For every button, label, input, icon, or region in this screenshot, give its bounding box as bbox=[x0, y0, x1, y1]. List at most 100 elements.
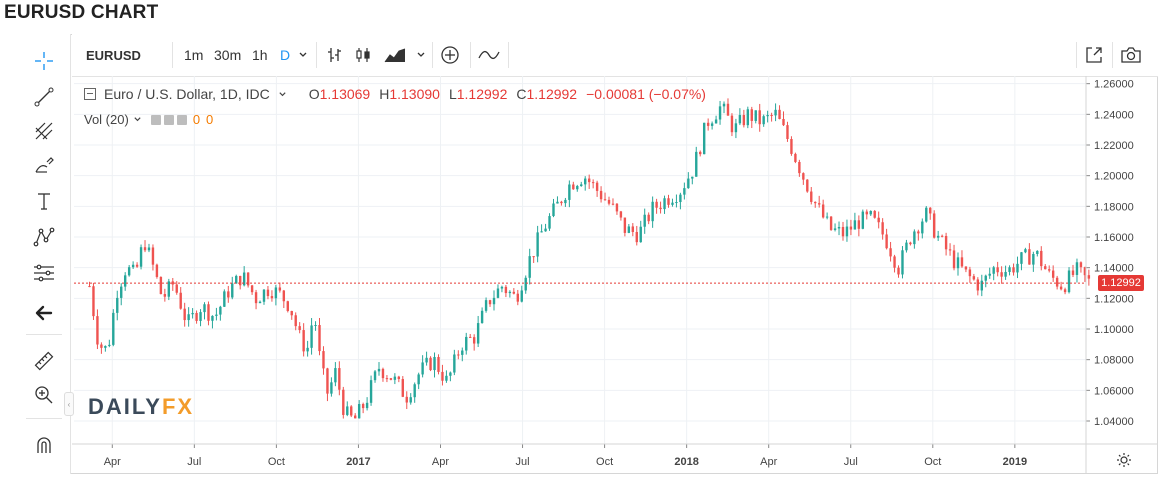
interval-30m[interactable]: 30m bbox=[214, 47, 242, 63]
candle bbox=[504, 284, 508, 298]
candle bbox=[817, 195, 821, 208]
candle bbox=[996, 261, 999, 277]
candle bbox=[465, 332, 468, 355]
pattern-icon[interactable] bbox=[26, 222, 62, 252]
chevron-down-icon[interactable] bbox=[133, 112, 142, 127]
toolbar-divider bbox=[432, 42, 433, 68]
chart-area[interactable]: Apr Jul Oct 2017 Apr Jul Oct 2018 Apr Jul Oct 2019 1… bbox=[72, 76, 1158, 474]
y-tick-label: 1.12000 bbox=[1094, 293, 1134, 305]
candle bbox=[461, 347, 464, 362]
trend-line-icon[interactable] bbox=[26, 82, 62, 112]
remove-mini-icon[interactable] bbox=[176, 114, 187, 125]
y-tick-label: 1.20000 bbox=[1094, 171, 1134, 183]
fib-icon[interactable] bbox=[26, 258, 62, 288]
candle bbox=[417, 372, 420, 390]
candle bbox=[988, 267, 991, 279]
candle bbox=[1008, 265, 1011, 276]
compare-icon[interactable] bbox=[478, 34, 500, 76]
interval-1m[interactable]: 1m bbox=[184, 47, 204, 63]
candle bbox=[155, 263, 159, 279]
candle bbox=[472, 334, 476, 351]
chevron-down-icon[interactable] bbox=[278, 86, 287, 102]
candle bbox=[1028, 243, 1031, 265]
dropdown-chevron-icon[interactable] bbox=[298, 34, 308, 76]
candle bbox=[361, 402, 365, 414]
candle bbox=[873, 209, 876, 219]
ruler-icon[interactable] bbox=[26, 346, 62, 376]
candle bbox=[909, 241, 912, 246]
candle bbox=[861, 209, 865, 230]
toolbar-divider bbox=[172, 42, 173, 68]
candle bbox=[211, 315, 214, 329]
candle bbox=[1040, 246, 1043, 271]
area-chart-icon[interactable] bbox=[384, 34, 406, 76]
legend-collapse-icon[interactable] bbox=[84, 88, 96, 100]
collapse-toolbar-handle[interactable]: ‹ bbox=[64, 392, 74, 416]
interval-d[interactable]: D bbox=[280, 47, 291, 63]
candle bbox=[104, 345, 107, 352]
pitchfork-icon[interactable] bbox=[26, 116, 62, 146]
x-tick-label: Oct bbox=[924, 456, 941, 468]
brush-icon[interactable] bbox=[26, 150, 62, 180]
candle bbox=[742, 109, 746, 128]
text-icon[interactable] bbox=[26, 186, 62, 216]
candle bbox=[500, 285, 504, 293]
candle bbox=[936, 230, 940, 241]
candle bbox=[647, 212, 650, 225]
candle bbox=[187, 307, 190, 327]
candle bbox=[631, 223, 635, 237]
candle bbox=[139, 244, 143, 270]
bar-chart-icon[interactable] bbox=[326, 34, 344, 76]
candle bbox=[262, 289, 266, 305]
candle bbox=[619, 210, 623, 221]
symbol-label[interactable]: EURUSD bbox=[86, 47, 141, 63]
candle bbox=[790, 136, 793, 156]
candle bbox=[548, 213, 551, 231]
candle bbox=[1020, 251, 1023, 271]
crosshair-icon[interactable] bbox=[26, 46, 62, 76]
candle bbox=[381, 367, 385, 382]
candle bbox=[433, 352, 436, 378]
legend-open: 1.13069 bbox=[319, 86, 371, 102]
add-indicator-icon[interactable] bbox=[440, 34, 460, 76]
back-arrow-icon[interactable] bbox=[26, 298, 62, 328]
candle bbox=[365, 397, 369, 411]
candle bbox=[794, 152, 797, 164]
candle bbox=[885, 228, 888, 250]
candle bbox=[810, 187, 813, 205]
y-tick-label: 1.10000 bbox=[1094, 324, 1134, 336]
candle bbox=[96, 309, 99, 350]
candle bbox=[175, 281, 178, 295]
gear-icon[interactable] bbox=[1114, 450, 1134, 470]
candle bbox=[306, 340, 309, 357]
y-tick-label: 1.26000 bbox=[1094, 79, 1134, 91]
popout-icon[interactable] bbox=[1084, 34, 1104, 76]
candle bbox=[413, 382, 416, 403]
candle bbox=[238, 275, 242, 290]
candle bbox=[512, 288, 516, 295]
candle bbox=[992, 265, 995, 281]
candle bbox=[127, 265, 131, 277]
candlestick-icon[interactable] bbox=[354, 34, 372, 76]
magnet-icon[interactable] bbox=[26, 430, 62, 460]
legend-series-name[interactable]: Euro / U.S. Dollar, 1D, IDC bbox=[104, 86, 270, 102]
zoom-icon[interactable] bbox=[26, 380, 62, 410]
interval-1h[interactable]: 1h bbox=[252, 47, 268, 63]
camera-icon[interactable] bbox=[1120, 34, 1142, 76]
candle bbox=[897, 265, 900, 278]
y-tick-label: 1.08000 bbox=[1094, 355, 1134, 367]
candle bbox=[667, 194, 670, 208]
candle bbox=[591, 179, 595, 189]
toolbar-divider bbox=[316, 42, 317, 68]
candle bbox=[980, 274, 983, 297]
candle bbox=[825, 212, 829, 220]
settings-mini-icon[interactable] bbox=[150, 114, 161, 125]
dropdown-chevron-icon[interactable] bbox=[416, 34, 426, 76]
volume-label[interactable]: Vol (20) bbox=[84, 112, 129, 127]
candle bbox=[782, 111, 785, 127]
format-mini-icon[interactable] bbox=[163, 114, 174, 125]
candle bbox=[1024, 247, 1027, 254]
candle bbox=[342, 386, 345, 419]
candle bbox=[1063, 287, 1067, 295]
candle bbox=[425, 351, 428, 366]
